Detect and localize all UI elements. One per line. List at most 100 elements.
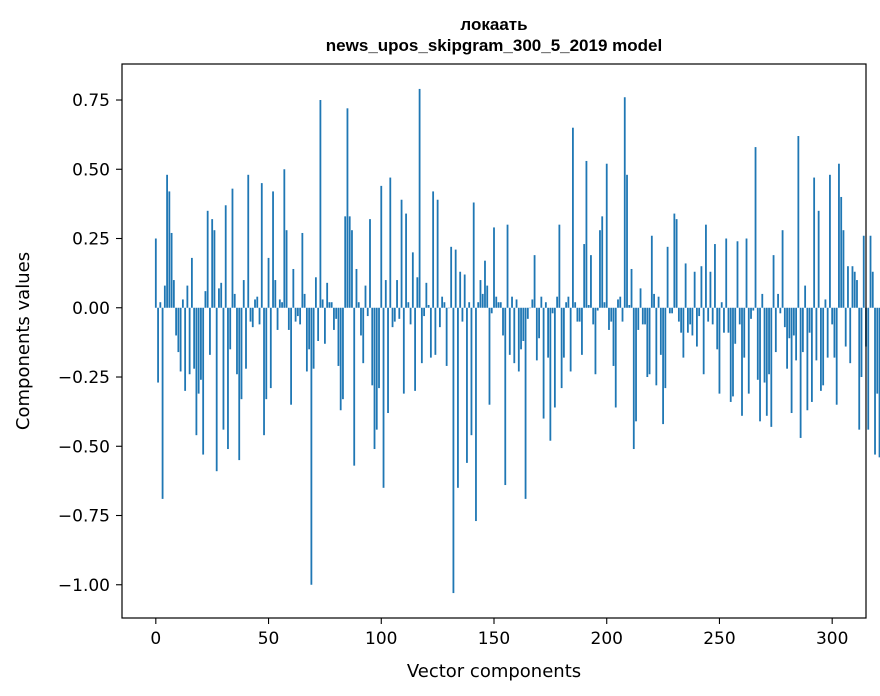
bar (423, 307, 426, 317)
bar (294, 307, 297, 322)
bar (342, 307, 344, 400)
bar (601, 216, 604, 308)
bar (718, 307, 721, 394)
bar (714, 244, 716, 308)
bar (364, 285, 367, 308)
bar (617, 299, 619, 308)
bar (484, 260, 486, 308)
bar (792, 307, 795, 336)
bar (581, 307, 583, 355)
bar (296, 307, 299, 317)
bar (466, 307, 468, 463)
bar (441, 296, 444, 308)
bar (468, 302, 471, 308)
bar (556, 296, 559, 308)
bar (461, 307, 464, 322)
bar (222, 307, 225, 430)
bar (558, 224, 561, 308)
y-tick-label: 0.75 (72, 91, 110, 111)
bar (702, 307, 705, 375)
bar (429, 307, 432, 358)
bar (360, 307, 362, 336)
bar (481, 293, 484, 308)
bar (398, 307, 401, 319)
bar (366, 307, 369, 317)
bar (662, 307, 664, 425)
bar (612, 307, 615, 366)
bar (490, 307, 493, 314)
bar (197, 307, 200, 394)
bar (312, 307, 315, 369)
bar (689, 307, 692, 325)
bar (862, 235, 865, 308)
bar (788, 307, 791, 339)
bar (337, 307, 340, 366)
y-tick-label: −1.00 (58, 576, 110, 596)
bar (680, 307, 683, 333)
bar (499, 302, 502, 308)
bar (574, 302, 577, 308)
bar (224, 205, 227, 308)
bar (378, 307, 380, 389)
bar (686, 307, 689, 333)
bar (457, 307, 459, 488)
x-tick-label: 300 (816, 629, 848, 649)
bar (583, 244, 586, 308)
bar (177, 307, 180, 353)
bar (393, 307, 396, 322)
bar (569, 307, 572, 372)
y-tick-label: 0.50 (72, 160, 110, 180)
bar (732, 307, 734, 397)
bar (745, 238, 748, 308)
bar (560, 307, 563, 389)
bar (517, 307, 520, 372)
y-tick-label: 0.25 (72, 230, 110, 250)
bar (242, 280, 245, 308)
bar (619, 296, 622, 308)
bar (860, 307, 863, 378)
bar (522, 307, 525, 341)
bar (157, 307, 159, 383)
bar (786, 307, 788, 369)
bar (531, 299, 534, 308)
bar (310, 307, 313, 585)
bar (409, 307, 412, 325)
bar (285, 230, 288, 308)
bar (808, 307, 811, 333)
bar (420, 307, 423, 364)
bar (630, 268, 633, 308)
x-tick-label: 100 (365, 629, 397, 649)
bar (438, 307, 441, 328)
bar (716, 307, 719, 350)
bar (829, 174, 831, 308)
bar (269, 307, 272, 389)
bar (443, 302, 446, 308)
bar (644, 307, 646, 325)
bar (195, 307, 198, 436)
bar (576, 307, 579, 322)
bar (206, 210, 209, 308)
bar (154, 238, 157, 308)
bar (691, 307, 694, 336)
bar (172, 280, 175, 308)
bar (842, 230, 845, 308)
bar (761, 293, 764, 308)
bar (675, 219, 678, 308)
bar (705, 224, 707, 308)
bar (743, 307, 746, 358)
bar (813, 177, 816, 308)
x-tick-label: 200 (591, 629, 623, 649)
bar (416, 277, 419, 308)
bar (506, 224, 509, 308)
bar (869, 235, 872, 308)
bar (614, 307, 617, 408)
bar (826, 307, 829, 358)
bar (844, 307, 847, 347)
bar (405, 213, 407, 308)
bar (628, 304, 631, 308)
bar (747, 307, 750, 394)
bar (815, 307, 818, 361)
bar (659, 307, 662, 355)
bar (470, 307, 473, 436)
bar (538, 307, 540, 339)
